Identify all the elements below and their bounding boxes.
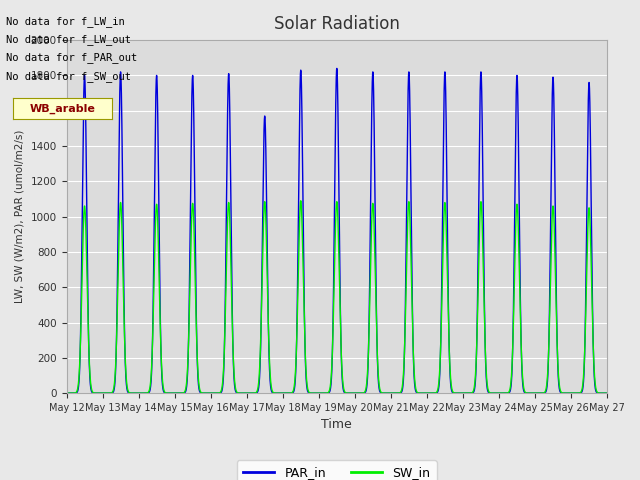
- Y-axis label: LW, SW (W/m2), PAR (umol/m2/s): LW, SW (W/m2), PAR (umol/m2/s): [15, 130, 25, 303]
- PAR_in: [488, 390, 496, 396]
- SW_in: [265, 340, 273, 346]
- SW_in: [488, 390, 496, 396]
- Text: No data for f_LW_out: No data for f_LW_out: [6, 34, 131, 45]
- Text: No data for f_PAR_out: No data for f_PAR_out: [6, 52, 138, 63]
- Legend: PAR_in, SW_in: PAR_in, SW_in: [237, 460, 436, 480]
- Line: SW_in: SW_in: [67, 201, 607, 393]
- Line: PAR_in: PAR_in: [67, 68, 607, 393]
- PAR_in: [63, 390, 70, 396]
- SW_in: [412, 383, 419, 389]
- PAR_in: [604, 390, 611, 396]
- PAR_in: [412, 387, 419, 393]
- PAR_in: [179, 390, 186, 396]
- SW_in: [63, 390, 70, 396]
- PAR_in: [173, 390, 180, 396]
- Text: No data for f_SW_out: No data for f_SW_out: [6, 71, 131, 82]
- SW_in: [604, 390, 611, 396]
- Title: Solar Radiation: Solar Radiation: [274, 15, 400, 33]
- PAR_in: [265, 348, 273, 354]
- PAR_in: [243, 390, 251, 396]
- SW_in: [173, 390, 180, 396]
- PAR_in: [333, 65, 340, 71]
- SW_in: [297, 198, 305, 204]
- PAR_in: [602, 390, 609, 396]
- Text: WB_arable: WB_arable: [29, 103, 95, 114]
- SW_in: [602, 390, 609, 396]
- X-axis label: Time: Time: [321, 419, 352, 432]
- SW_in: [179, 390, 186, 396]
- Text: No data for f_LW_in: No data for f_LW_in: [6, 16, 125, 27]
